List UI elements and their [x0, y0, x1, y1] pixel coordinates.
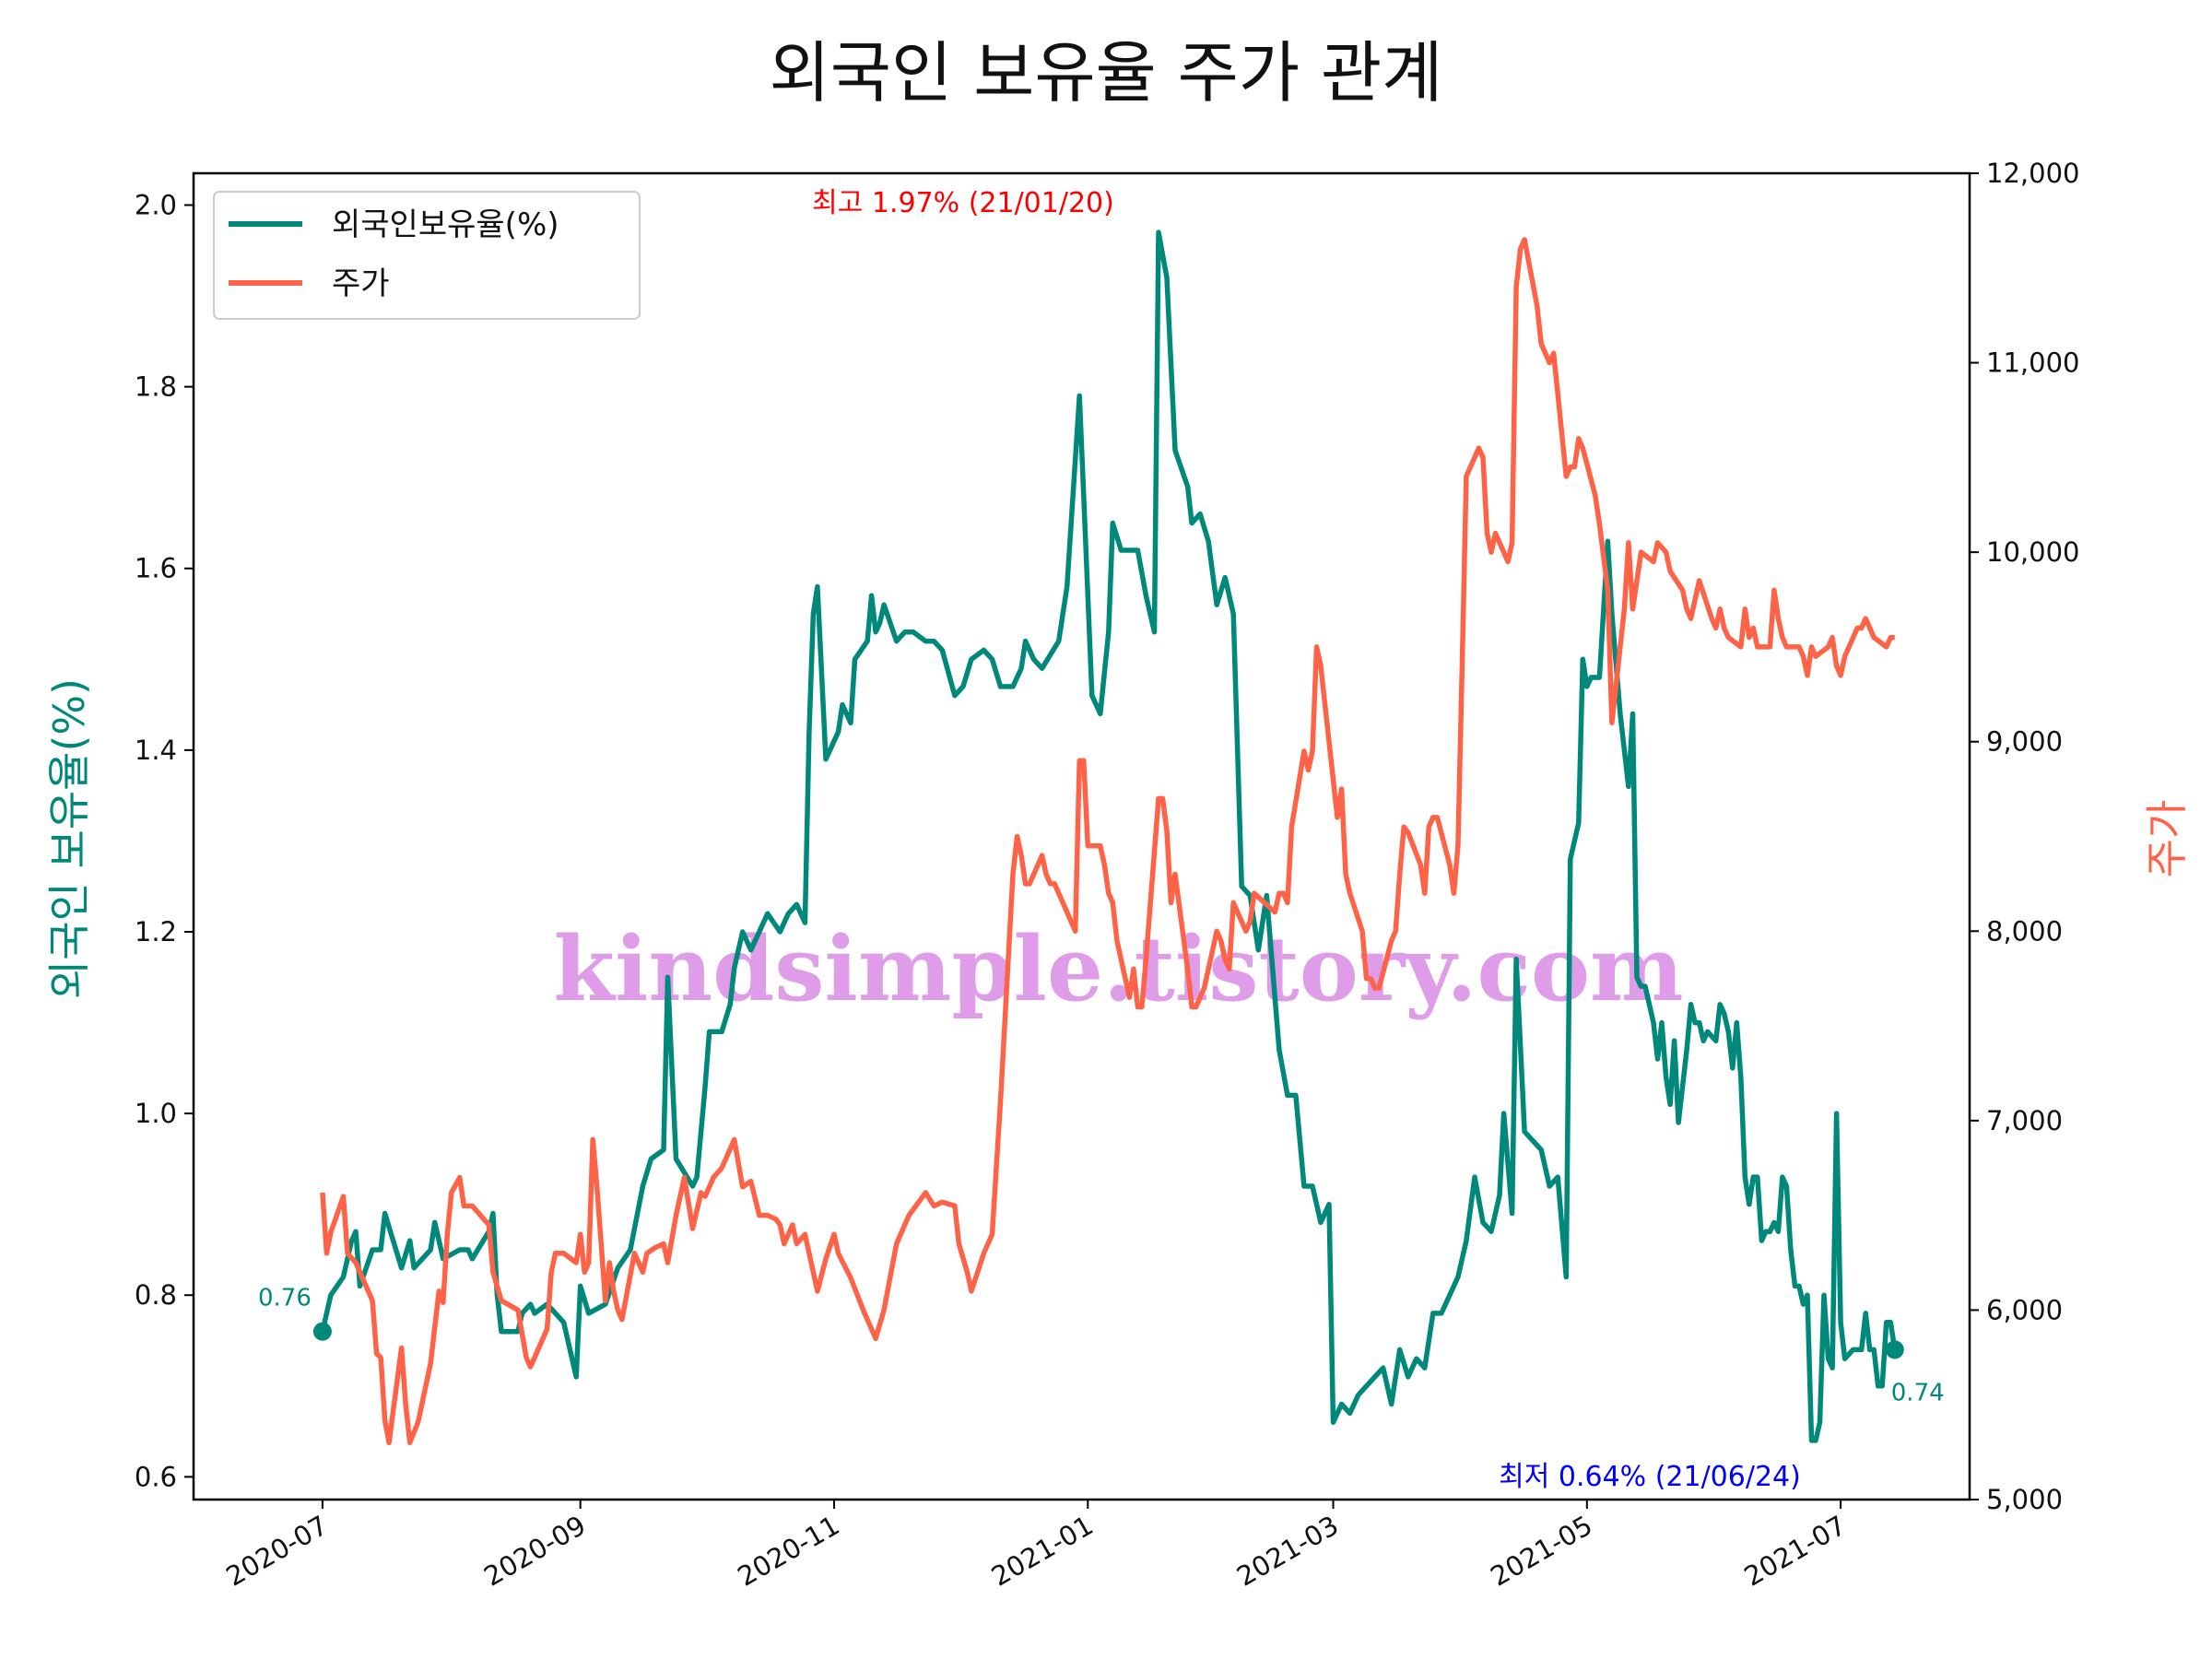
legend-label: 외국인보유율(%) — [332, 206, 559, 243]
legend-label: 주가 — [332, 265, 390, 302]
foreign-ownership-line — [320, 229, 1898, 1443]
x-tick-label: 2021-07 — [1739, 1510, 1852, 1593]
y-right-tick-label: 10,000 — [1986, 536, 2079, 568]
start-point-marker — [312, 1322, 332, 1341]
legend-box — [213, 191, 641, 320]
start-value-label: 0.76 — [258, 1285, 312, 1312]
plot-frame — [192, 171, 1971, 1501]
x-tick-label: 2020-07 — [220, 1510, 333, 1593]
min-annotation: 최저 0.64% (21/06/24) — [1499, 1461, 1801, 1493]
y-right-tick-label: 9,000 — [1986, 726, 2063, 758]
end-point-marker — [1885, 1340, 1904, 1359]
x-tick-label: 2021-05 — [1485, 1510, 1597, 1593]
stock-price-line — [320, 237, 1895, 1446]
y-left-tick-label: 1.6 — [135, 553, 177, 584]
y-left-tick-label: 1.8 — [135, 371, 177, 403]
max-annotation: 최고 1.97% (21/01/20) — [812, 187, 1114, 219]
y-left-tick-label: 0.6 — [135, 1461, 177, 1492]
y-left-tick-label: 1.0 — [135, 1098, 177, 1129]
y-right-tick-label: 8,000 — [1986, 915, 2063, 947]
x-tick-label: 2021-01 — [986, 1510, 1099, 1593]
y-right-tick-label: 6,000 — [1986, 1294, 2063, 1325]
chart-title: 외국인 보유율 주가 관계 — [769, 34, 1443, 112]
end-value-label: 0.74 — [1891, 1379, 1945, 1406]
y-left-tick-label: 1.4 — [135, 735, 177, 766]
y-right-tick-label: 12,000 — [1986, 158, 2079, 189]
x-tick-label: 2020-09 — [478, 1510, 591, 1593]
y-right-tick-label: 7,000 — [1986, 1105, 2063, 1136]
x-tick-label: 2020-11 — [733, 1510, 845, 1593]
y-left-tick-label: 0.8 — [135, 1279, 177, 1311]
y-right-tick-label: 11,000 — [1986, 347, 2079, 379]
x-tick-label: 2021-03 — [1231, 1510, 1344, 1593]
y-right-tick-label: 5,000 — [1986, 1484, 2063, 1515]
y-left-tick-label: 2.0 — [135, 189, 177, 220]
y-left-tick-label: 1.2 — [135, 916, 177, 947]
